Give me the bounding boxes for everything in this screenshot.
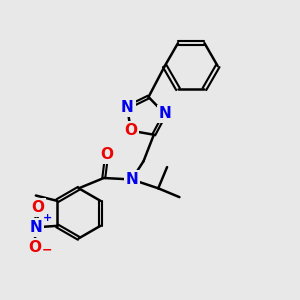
Text: N: N [29,220,42,235]
Text: O: O [100,147,113,162]
Text: N: N [158,106,171,122]
Text: O: O [124,123,137,138]
Text: −: − [42,244,52,257]
Text: O: O [28,240,41,255]
Text: O: O [31,200,44,215]
Text: N: N [121,100,134,115]
Text: N: N [125,172,138,187]
Text: +: + [43,213,52,223]
